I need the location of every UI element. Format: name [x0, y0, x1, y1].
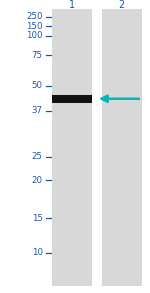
Text: 75: 75: [32, 51, 43, 59]
Text: 150: 150: [26, 22, 43, 31]
Text: 50: 50: [32, 81, 43, 90]
Text: 250: 250: [26, 13, 43, 21]
Bar: [102, 9, 142, 286]
Bar: [52, 95, 92, 103]
Text: 100: 100: [26, 31, 43, 40]
Text: 37: 37: [32, 106, 43, 115]
Text: 10: 10: [32, 248, 43, 257]
Text: 20: 20: [32, 176, 43, 185]
Text: 1: 1: [69, 0, 75, 10]
Text: 25: 25: [32, 152, 43, 161]
Text: 2: 2: [119, 0, 125, 10]
Bar: [52, 9, 92, 286]
Text: 15: 15: [32, 214, 43, 223]
